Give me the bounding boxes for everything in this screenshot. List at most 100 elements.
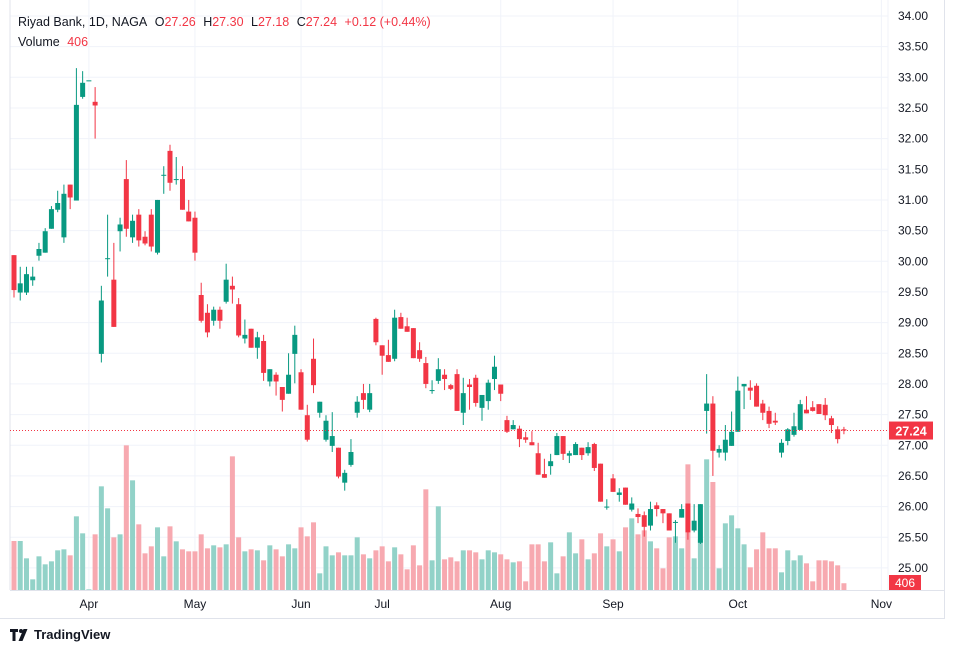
volume-bar [217, 547, 223, 590]
plot-area [10, 0, 888, 590]
volume-bar [379, 546, 385, 590]
candle-body [80, 82, 86, 97]
price-tick-label: 30.50 [898, 224, 928, 238]
candle-body [117, 224, 123, 232]
candle-body [342, 472, 348, 483]
volume-bar [204, 548, 210, 590]
time-tick-label: Sep [602, 597, 624, 611]
candle-body [61, 193, 67, 238]
volume-bar [261, 560, 267, 590]
last-value-markers: 27.24 406 [10, 421, 933, 590]
candle-body [273, 374, 279, 382]
open-label: O [154, 15, 165, 29]
volume-bar [11, 541, 17, 590]
candle-body [672, 521, 678, 523]
volume-bar [691, 558, 697, 590]
volume-bar [242, 551, 248, 590]
volume-bar [504, 559, 510, 590]
price-tick-label: 28.00 [898, 377, 928, 391]
volume-label[interactable]: Volume [18, 35, 60, 49]
candle-body [179, 179, 185, 210]
volume-bar [529, 544, 535, 590]
volume-bar [404, 569, 410, 590]
candle-body [629, 503, 635, 510]
candle-body [23, 274, 29, 293]
change-value: +0.12 (+0.44%) [344, 15, 431, 29]
volume-bar [36, 556, 42, 590]
volume-bar [229, 456, 235, 590]
volume-bar [373, 550, 379, 590]
volume-bar [17, 541, 23, 590]
volume-bar [672, 536, 678, 590]
volume-bars [11, 445, 847, 590]
volume-bar [754, 549, 760, 590]
volume-bar [573, 553, 579, 590]
candle-body [398, 317, 404, 329]
volume-bar [697, 539, 703, 590]
tradingview-logo[interactable]: TradingView [10, 627, 110, 642]
price-tick-label: 34.00 [898, 9, 928, 23]
volume-bar [448, 557, 454, 590]
candle-body [541, 474, 547, 478]
candle-body [30, 276, 36, 281]
volume-bar [398, 554, 404, 590]
candle-body [335, 447, 341, 477]
close-label: C [296, 15, 306, 29]
candle-body [716, 448, 722, 453]
volume-bar [442, 559, 448, 590]
volume-bar [779, 572, 785, 590]
candle-body [329, 436, 335, 446]
volume-bar [516, 561, 522, 590]
candle-body [554, 436, 560, 456]
volume-bar [367, 558, 373, 590]
volume-bar [716, 568, 722, 590]
candle-body [192, 217, 198, 253]
last-volume-label: 406 [895, 576, 915, 590]
volume-bar [30, 579, 36, 590]
volume-bar [123, 445, 129, 590]
price-tick-label: 29.50 [898, 285, 928, 299]
price-tick-label: 27.00 [898, 438, 928, 452]
volume-bar [810, 581, 816, 590]
volume-bar [360, 554, 366, 590]
candle-body [186, 211, 192, 222]
volume-bar [254, 550, 260, 590]
candle-body [722, 439, 728, 453]
candle-body [510, 425, 516, 430]
candle-body [685, 503, 691, 533]
volume-bar [67, 555, 73, 590]
volume-bar [92, 534, 98, 590]
candle-body [173, 179, 179, 181]
volume-bar [591, 553, 597, 590]
candle-body [236, 304, 242, 336]
symbol-title[interactable]: Riyad Bank, 1D, NAGA [18, 15, 148, 29]
candle-body [754, 385, 760, 407]
candle-body [279, 386, 285, 400]
candle-body [267, 369, 273, 382]
candle-body [816, 404, 822, 414]
candle-body [442, 374, 448, 380]
candle-body [254, 337, 260, 348]
volume-bar [598, 533, 604, 590]
time-tick-label: Apr [80, 597, 99, 611]
candle-body [585, 447, 591, 454]
volume-bar [236, 537, 242, 590]
last-price-badge [889, 421, 933, 440]
candle-body [516, 428, 522, 440]
candle-body [73, 104, 79, 201]
volume-bar [803, 563, 809, 590]
candle-body [67, 184, 73, 198]
volume-bar [747, 567, 753, 590]
volume-bar [267, 545, 273, 590]
volume-bar [167, 526, 173, 590]
volume-value: 406 [67, 35, 89, 49]
volume-bar [579, 539, 585, 590]
volume-bar [523, 581, 529, 590]
volume-bar [822, 560, 828, 590]
candle-body [828, 418, 834, 426]
candle-body [491, 366, 497, 380]
candle-body [417, 350, 423, 359]
time-tick-label: Jun [291, 597, 310, 611]
volume-bar [828, 561, 834, 590]
